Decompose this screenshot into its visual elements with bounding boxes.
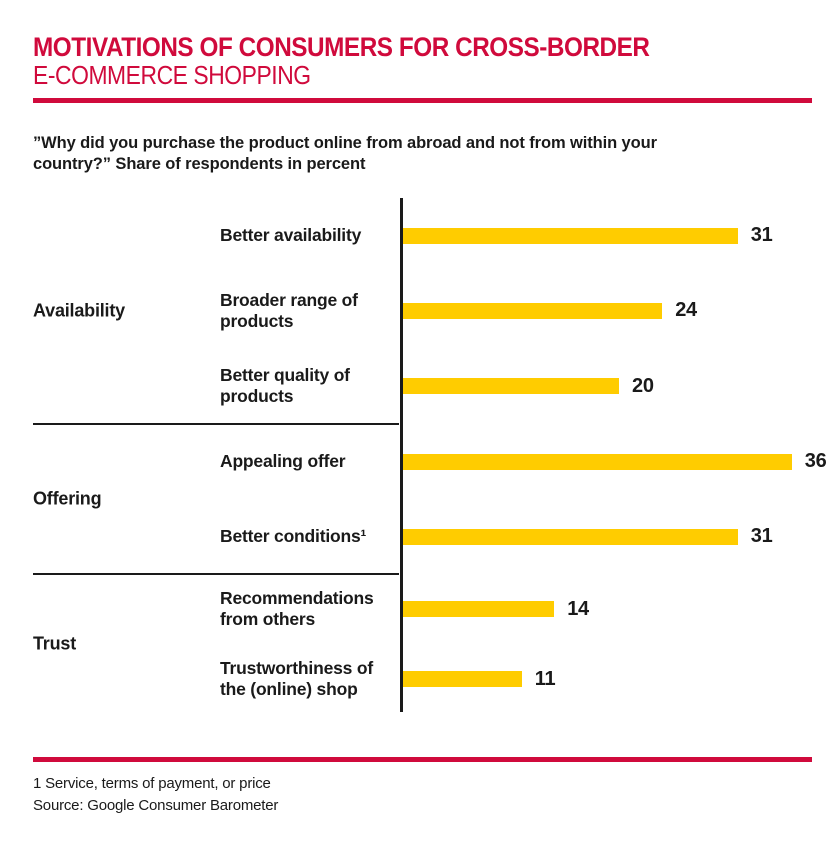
bar-label: Better availability bbox=[220, 225, 362, 246]
chart-row: Appealing offer 36 bbox=[33, 424, 827, 499]
footnote: 1 Service, terms of payment, or price bbox=[33, 775, 271, 792]
footer-rule bbox=[33, 757, 812, 762]
bar-label: Better quality of products bbox=[220, 365, 350, 407]
bar-zone: 31 bbox=[396, 525, 812, 548]
bar-label: Appealing offer bbox=[220, 451, 346, 471]
bar bbox=[403, 528, 738, 545]
bar-zone: 24 bbox=[396, 299, 812, 322]
report-title-line2: E-COMMERCE SHOPPING bbox=[33, 60, 311, 90]
bar-label: Broader range of products bbox=[220, 289, 358, 331]
bar-label: Trustworthiness of the (online) shop bbox=[220, 658, 373, 699]
chart-group-availability: Availability Better availability 31 Broader… bbox=[33, 198, 812, 424]
bar-zone: 31 bbox=[396, 224, 812, 247]
bar-zone: 20 bbox=[396, 375, 812, 398]
report-header: MOTIVATIONS OF CONSUMERS FOR CROSS-BORDE… bbox=[33, 33, 812, 103]
group-label: Offering bbox=[33, 488, 102, 509]
chart-row: Trustworthiness of the (online) shop 11 bbox=[33, 644, 812, 714]
bar-zone: 14 bbox=[396, 598, 812, 621]
report-title: MOTIVATIONS OF CONSUMERS FOR CROSS-BORDE… bbox=[33, 33, 812, 89]
bar bbox=[403, 671, 522, 687]
survey-question: ”Why did you purchase the product online… bbox=[33, 134, 657, 173]
footnotes: 1 Service, terms of payment, or price So… bbox=[33, 773, 812, 817]
chart-row: Recommendations from others 14 bbox=[33, 574, 812, 644]
bar-value: 36 bbox=[804, 450, 827, 472]
bar-value: 20 bbox=[632, 374, 654, 397]
chart-row: Better quality of products 20 bbox=[33, 349, 812, 424]
chart-group-offering: Offering Appealing offer 36 Better conditio… bbox=[33, 423, 827, 574]
bar-label: Recommendations from others bbox=[220, 588, 374, 629]
source-note: Source: Google Consumer Barometer bbox=[33, 797, 279, 814]
bar bbox=[403, 227, 738, 244]
bar-chart: Availability Better availability 31 Broader… bbox=[33, 198, 827, 714]
bar bbox=[403, 453, 792, 470]
report-title-line1: MOTIVATIONS OF CONSUMERS FOR CROSS-BORDE… bbox=[33, 32, 650, 62]
chart-group-trust: Trust Recommendations from others 14 Trustw… bbox=[33, 573, 812, 714]
bar-value: 24 bbox=[675, 299, 697, 322]
bar-value: 31 bbox=[750, 525, 773, 547]
chart-row: Better conditions¹ 31 bbox=[33, 499, 812, 574]
bar bbox=[403, 601, 555, 617]
bar-value: 31 bbox=[750, 224, 773, 247]
bar-value: 11 bbox=[534, 667, 556, 690]
group-label: Trust bbox=[33, 633, 77, 654]
chart-row: Better availability 31 bbox=[33, 198, 812, 273]
bar-zone: 36 bbox=[396, 450, 827, 473]
group-label: Availability bbox=[33, 300, 125, 321]
bar-label: Better conditions¹ bbox=[220, 526, 367, 546]
chart-row: Broader range of products 24 bbox=[33, 273, 812, 348]
bar-zone: 11 bbox=[396, 668, 812, 691]
header-rule bbox=[33, 98, 812, 103]
bar bbox=[403, 302, 663, 319]
axis-line bbox=[400, 198, 403, 712]
bar-value: 14 bbox=[567, 597, 589, 620]
bar bbox=[403, 378, 619, 395]
